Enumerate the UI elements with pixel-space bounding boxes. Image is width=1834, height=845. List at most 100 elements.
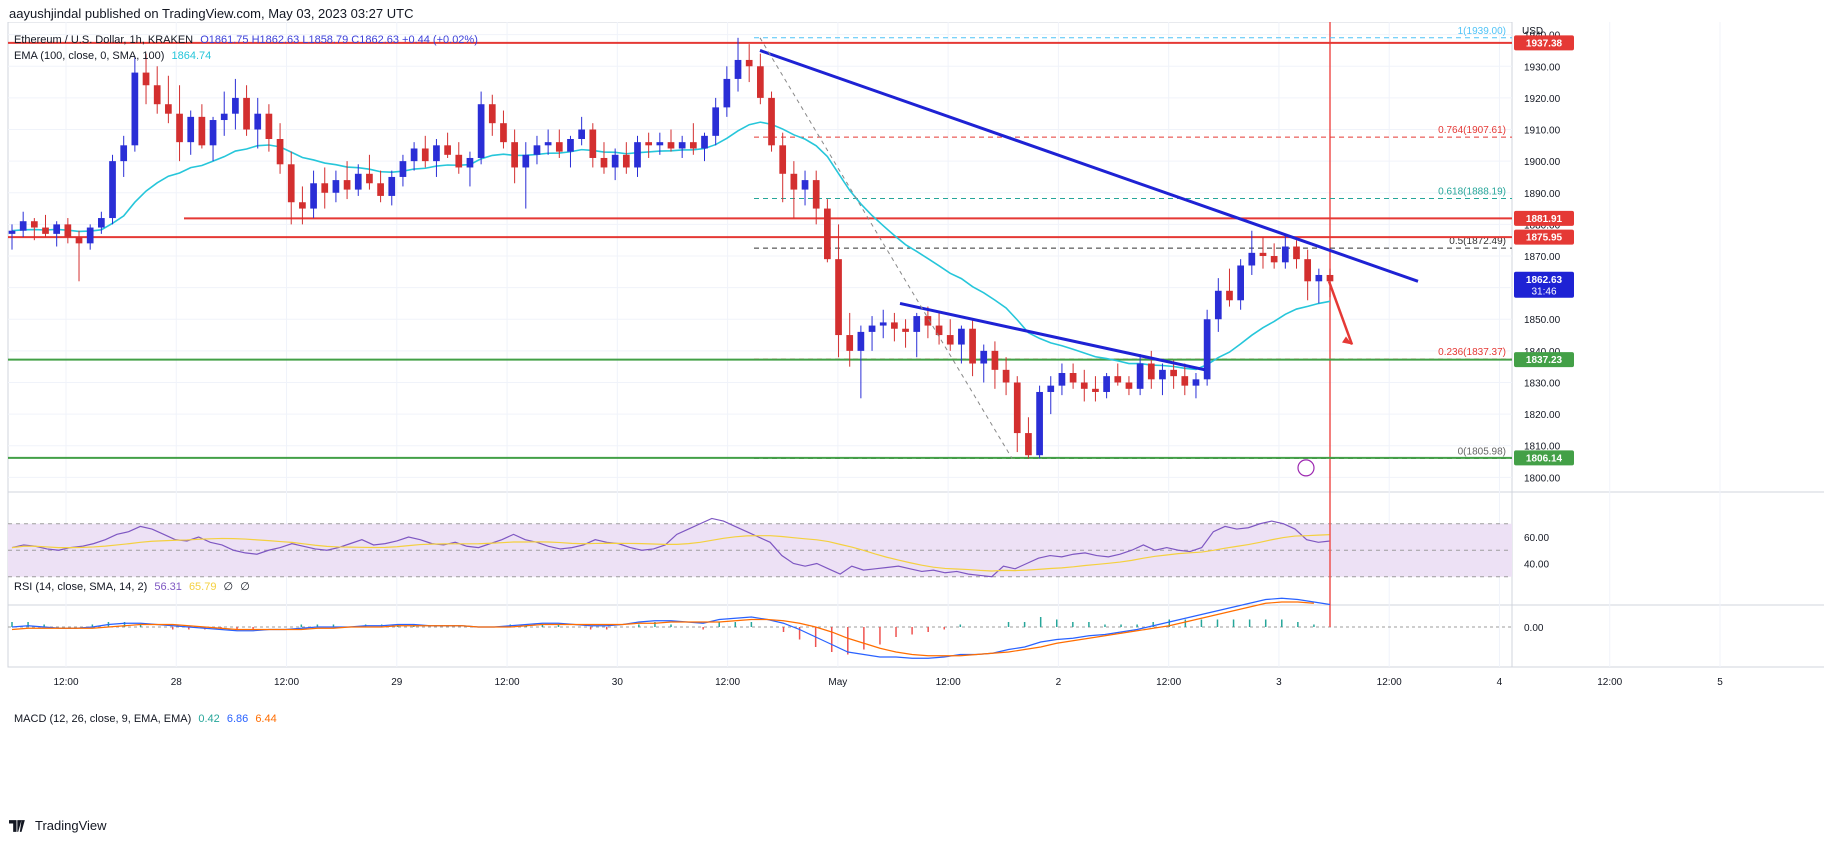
candle-body	[980, 350, 988, 364]
candle-body	[734, 59, 742, 79]
fib-level-label: 0.236(1837.37)	[1438, 347, 1506, 358]
candle-body	[220, 113, 228, 121]
price-tick-label: 1880.00	[1524, 220, 1561, 231]
price-tick-label: 1850.00	[1524, 315, 1561, 326]
macd-tick-label: 0.00	[1524, 623, 1544, 634]
candle-body	[969, 328, 976, 364]
candle-body	[19, 221, 27, 231]
rsi-legend[interactable]: RSI (14, close, SMA, 14, 2) 56.31 65.79 …	[14, 580, 254, 593]
rsi-ma-line	[11, 534, 1331, 572]
event-marker-icon	[1297, 459, 1315, 477]
rsi-tick-label: 60.00	[1524, 533, 1549, 544]
candle-body	[1136, 363, 1144, 389]
macd-signal-line	[11, 601, 1314, 657]
price-tag-sublabel: 31:46	[1531, 286, 1556, 297]
price-tag-label: 1837.23	[1526, 355, 1563, 366]
candle-body	[1203, 319, 1211, 380]
candle-body	[533, 145, 541, 155]
candle-body	[567, 139, 574, 152]
candle-body	[1170, 369, 1177, 377]
rsi-line	[11, 517, 1331, 578]
price-tag	[1514, 229, 1574, 245]
candle-body	[444, 145, 451, 155]
rsi-tick-label: 40.00	[1524, 560, 1549, 571]
time-tick-label: 12:00	[1156, 677, 1181, 688]
candle-body	[701, 135, 708, 149]
fib-level-label: 0.764(1907.61)	[1438, 125, 1506, 136]
candle-body	[712, 107, 720, 136]
trendline-minor	[899, 301, 1206, 372]
price-tag	[1514, 450, 1574, 466]
price-tick-label: 1910.00	[1524, 126, 1561, 137]
tradingview-logo-icon	[9, 819, 25, 832]
time-tick-label: 2	[1056, 677, 1062, 688]
candle-body	[265, 113, 273, 139]
candle-body	[656, 142, 664, 146]
time-tick-label: 12:00	[715, 677, 740, 688]
candle-body	[142, 72, 150, 86]
fib-level-label: 1(1939.00)	[1458, 26, 1506, 37]
candle-body	[600, 157, 608, 168]
symbol-legend[interactable]: Ethereum / U.S. Dollar, 1h, KRAKEN O1861…	[14, 34, 482, 46]
ema-value: 1864.74	[171, 50, 212, 62]
price-tick-label: 1920.00	[1524, 94, 1561, 105]
candle-body	[1036, 391, 1043, 456]
candle-body	[723, 78, 731, 108]
rsi-ma-value: 65.79	[188, 581, 217, 593]
candle-body	[768, 97, 775, 146]
macd-legend[interactable]: MACD (12, 26, close, 9, EMA, EMA) 0.42 6…	[14, 713, 281, 725]
footer: TradingView	[9, 818, 107, 833]
candle-body	[321, 183, 329, 193]
fib-level-label: 0.618(1888.19)	[1438, 186, 1506, 197]
candle-body	[1147, 363, 1155, 380]
candle-body	[1125, 382, 1133, 389]
fib-diagonal-line	[759, 37, 1013, 459]
candle-body	[276, 139, 284, 165]
candle-body	[500, 123, 507, 143]
candle-body	[1103, 376, 1110, 392]
candle-body	[488, 104, 496, 124]
rsi-extra-2: ∅	[240, 581, 250, 593]
candle-body	[299, 202, 306, 209]
candle-body	[868, 325, 876, 332]
time-tick-label: 12:00	[274, 677, 299, 688]
price-tag-label: 1937.38	[1526, 38, 1563, 49]
ema-legend[interactable]: EMA (100, close, 0, SMA, 100) 1864.74	[14, 50, 215, 62]
rsi-value: 56.31	[154, 581, 182, 593]
candle-body	[1281, 246, 1289, 263]
time-tick-label: 12:00	[1597, 677, 1622, 688]
candle-body	[53, 224, 61, 234]
candle-body	[924, 316, 932, 326]
price-tick-label: 1870.00	[1524, 252, 1561, 263]
candle-body	[42, 227, 49, 234]
candle-body	[477, 104, 485, 158]
candle-body	[198, 116, 206, 146]
candle-body	[187, 116, 195, 143]
candle-body	[946, 335, 954, 345]
candle-body	[801, 180, 809, 190]
candle-body	[745, 59, 753, 67]
price-tag-label: 1875.95	[1526, 233, 1563, 244]
price-tick-label: 1930.00	[1524, 62, 1561, 73]
candle-body	[1315, 274, 1323, 282]
candle-body	[689, 142, 697, 149]
price-tick-label: 1890.00	[1524, 189, 1561, 200]
macd-line-value: 6.86	[226, 713, 249, 725]
candle-body	[1293, 246, 1300, 260]
price-tag-label: 1862.63	[1526, 275, 1563, 286]
candle-body	[209, 120, 217, 146]
candle-body	[64, 224, 72, 238]
time-tick-label: 5	[1717, 677, 1723, 688]
candle-body	[120, 145, 128, 162]
chart-canvas[interactable]: 1800.001810.001820.001830.001840.001850.…	[0, 22, 1834, 812]
price-tick-label: 1810.00	[1524, 442, 1561, 453]
candle-body	[1159, 369, 1166, 380]
candle-body	[902, 328, 909, 332]
candle-body	[8, 230, 16, 234]
ohlc-values: O1861.75 H1862.63 L1858.79 C1862.63 +0.4…	[200, 34, 478, 46]
candle-body	[455, 154, 463, 168]
ema-line	[11, 121, 1331, 371]
candle-body	[913, 316, 921, 332]
candle-body	[611, 154, 619, 168]
candle-body	[131, 72, 139, 146]
